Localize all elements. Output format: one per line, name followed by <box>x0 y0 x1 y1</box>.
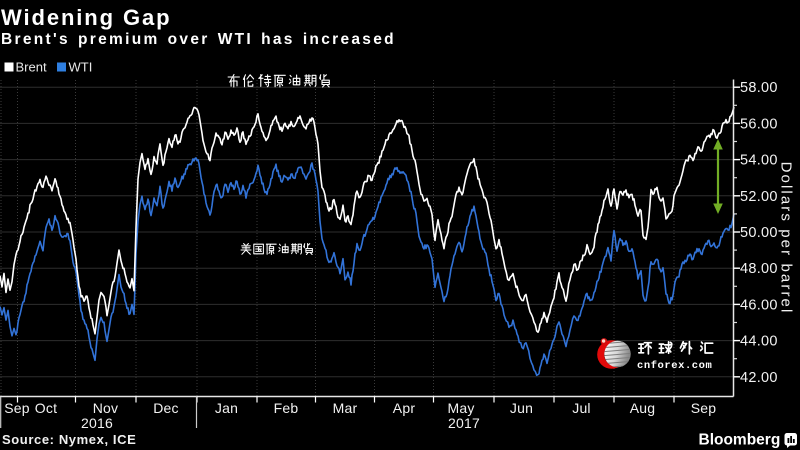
svg-text:Brent's premium over WTI has i: Brent's premium over WTI has increased <box>1 31 396 48</box>
svg-text:Jun: Jun <box>510 400 533 416</box>
svg-text:Widening Gap: Widening Gap <box>1 5 171 30</box>
svg-text:cnforex.com: cnforex.com <box>637 360 712 372</box>
svg-text:42.00: 42.00 <box>740 370 778 386</box>
svg-text:50.00: 50.00 <box>740 225 778 241</box>
svg-text:Brent: Brent <box>16 60 47 75</box>
svg-text:Dollars per barrel: Dollars per barrel <box>778 162 795 315</box>
svg-text:Feb: Feb <box>274 400 299 416</box>
svg-text:52.00: 52.00 <box>740 189 778 205</box>
svg-text:Oct: Oct <box>35 400 57 416</box>
svg-text:Jan: Jan <box>215 400 238 416</box>
svg-text:Dec: Dec <box>153 400 179 416</box>
svg-text:2016: 2016 <box>81 415 113 431</box>
svg-text:44.00: 44.00 <box>740 334 778 350</box>
svg-text:May: May <box>447 400 474 416</box>
svg-text:Nov: Nov <box>93 400 119 416</box>
svg-text:48.00: 48.00 <box>740 261 778 277</box>
svg-text:54.00: 54.00 <box>740 153 778 169</box>
svg-text:Sep: Sep <box>691 400 717 416</box>
svg-text:56.00: 56.00 <box>740 116 778 132</box>
svg-text:2017: 2017 <box>448 415 480 431</box>
svg-text:Source: Nymex, ICE: Source: Nymex, ICE <box>2 432 136 447</box>
svg-text:Jul: Jul <box>572 400 591 416</box>
svg-text:Sep: Sep <box>4 400 30 416</box>
svg-text:58.00: 58.00 <box>740 80 778 96</box>
svg-text:46.00: 46.00 <box>740 297 778 313</box>
svg-text:Aug: Aug <box>630 400 656 416</box>
svg-text:Mar: Mar <box>333 400 358 416</box>
svg-text:Bloomberg: Bloomberg <box>699 432 781 449</box>
svg-text:WTI: WTI <box>69 60 93 75</box>
svg-text:Apr: Apr <box>393 400 416 416</box>
